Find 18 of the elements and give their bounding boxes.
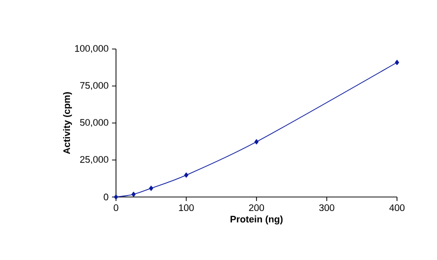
y-tick-label: 0 [104, 194, 108, 200]
x-tick-label: 300 [319, 204, 334, 212]
x-tick-label: 400 [389, 204, 405, 212]
x-tick-label: 0 [114, 204, 118, 212]
y-tick-label: 100,000 [75, 45, 108, 53]
y-tick-label: 25,000 [80, 156, 108, 164]
point [394, 60, 400, 66]
point [184, 172, 188, 178]
y-tick-label: 75,000 [80, 82, 108, 90]
x-tick-label: 100 [179, 204, 194, 212]
point [114, 194, 118, 200]
point [254, 139, 259, 144]
y-axis-title: Activity (cpm) [63, 92, 72, 154]
point [149, 186, 154, 191]
y-tick-label: 50,000 [80, 119, 108, 127]
x-tick-label: 200 [249, 204, 264, 212]
point [132, 192, 136, 197]
x-axis-title: Protein (ng) [230, 216, 283, 224]
